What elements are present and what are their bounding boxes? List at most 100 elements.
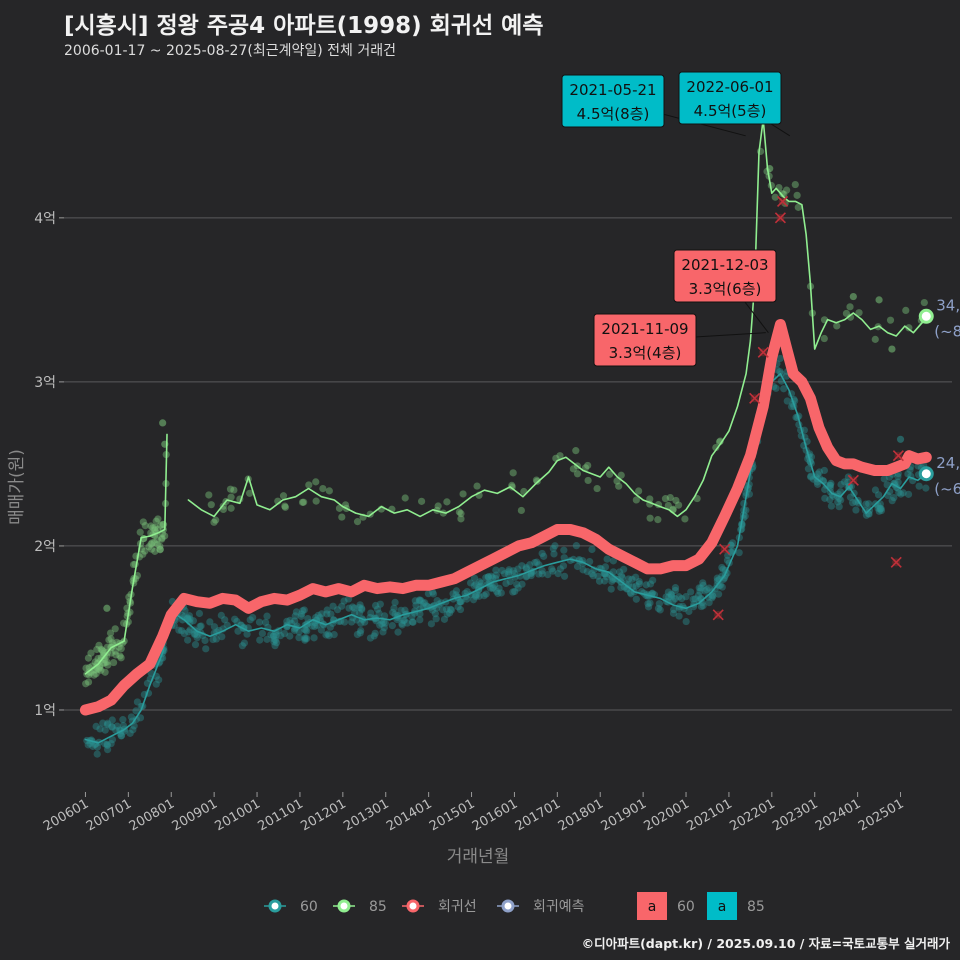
data-point-60 (329, 602, 337, 610)
x-tick-label: 201201 (298, 796, 348, 834)
data-point-60 (92, 722, 100, 731)
x-tick-label: 201701 (513, 796, 563, 834)
data-point-60 (635, 577, 643, 586)
data-point-60 (783, 397, 791, 405)
data-point-60 (646, 580, 655, 588)
data-point-85 (581, 464, 590, 472)
data-point-60 (443, 610, 451, 618)
data-point-60 (827, 502, 836, 510)
data-point-85 (556, 452, 564, 460)
outlier-cross (776, 195, 789, 208)
legend-item: 회귀예측 (497, 899, 585, 915)
data-point-60 (876, 505, 884, 513)
data-point-60 (814, 480, 822, 488)
data-point-60 (417, 597, 425, 605)
data-point-60 (262, 618, 270, 627)
data-point-60 (890, 494, 898, 502)
data-point-85 (675, 501, 683, 509)
data-point-85 (102, 652, 111, 660)
data-point-85 (97, 645, 105, 653)
data-point-60 (482, 590, 490, 598)
data-point-60 (347, 618, 356, 626)
data-point-60 (675, 612, 683, 620)
x-tick-label: 201501 (427, 796, 477, 834)
data-point-60 (668, 591, 676, 599)
data-point-60 (217, 611, 225, 619)
data-point-85 (94, 654, 102, 663)
data-point-60 (178, 627, 186, 635)
data-point-60 (877, 505, 885, 513)
outlier-markers (712, 195, 904, 621)
callout-price: 4.5억(8층) (577, 105, 650, 123)
data-point-85 (508, 483, 516, 491)
data-point-60 (108, 723, 116, 731)
callout-date: 2021-11-09 (601, 320, 688, 338)
data-point-60 (695, 597, 703, 605)
data-point-60 (470, 582, 478, 590)
data-point-60 (454, 603, 462, 611)
outlier-marker (892, 450, 904, 462)
data-point-60 (258, 629, 266, 638)
data-point-85 (97, 654, 105, 662)
data-point-60 (255, 618, 264, 626)
data-point-85 (99, 659, 108, 667)
data-point-60 (133, 698, 142, 706)
data-point-60 (129, 726, 137, 734)
data-point-60 (276, 632, 285, 640)
data-point-60 (113, 722, 121, 730)
data-point-85 (103, 658, 111, 666)
data-point-85 (846, 313, 855, 321)
data-point-60 (535, 570, 543, 578)
data-point-60 (117, 732, 125, 740)
data-point-60 (270, 632, 278, 640)
data-point-85 (103, 604, 111, 612)
data-point-60 (103, 741, 111, 749)
data-point-60 (482, 574, 490, 582)
x-tick-label: 202301 (770, 796, 820, 834)
data-point-85 (846, 303, 854, 311)
data-point-85 (154, 515, 162, 523)
data-point-85 (149, 524, 157, 532)
data-point-60 (379, 618, 388, 627)
data-point-60 (894, 478, 902, 486)
data-point-60 (104, 721, 112, 729)
data-point-60 (286, 616, 294, 624)
data-point-60 (317, 626, 325, 634)
data-point-85 (606, 470, 614, 478)
data-point-85 (457, 515, 465, 523)
data-point-85 (842, 309, 851, 318)
data-point-60 (735, 549, 743, 557)
data-point-85 (325, 487, 333, 495)
data-point-60 (560, 546, 568, 554)
data-point-60 (554, 569, 562, 578)
data-point-60 (514, 584, 522, 592)
data-point-60 (376, 600, 384, 608)
legend-marker (337, 899, 351, 913)
data-point-85 (153, 536, 161, 544)
data-point-60 (295, 634, 303, 642)
data-point-60 (476, 578, 484, 586)
data-point-60 (119, 721, 128, 730)
x-tick-label: 200801 (127, 796, 177, 834)
data-point-60 (457, 598, 465, 606)
data-point-85 (298, 498, 307, 506)
data-point-60 (487, 572, 495, 580)
data-point-60 (233, 617, 241, 626)
data-point-60 (340, 618, 349, 626)
legend-box-glyph: a (648, 899, 657, 915)
data-point-60 (720, 574, 729, 582)
data-point-60 (589, 572, 597, 580)
x-tick-label: 202401 (813, 796, 863, 834)
data-point-60 (397, 606, 405, 614)
data-point-60 (300, 625, 309, 633)
data-point-85 (434, 502, 442, 510)
data-point-60 (466, 579, 475, 587)
chart-subtitle: 2006-01-17 ~ 2025-08-27(최근계약일) 전체 거래건 (64, 43, 396, 59)
data-point-60 (196, 622, 204, 631)
data-point-60 (269, 632, 277, 640)
data-point-85 (459, 490, 467, 498)
data-point-60 (500, 570, 509, 578)
data-point-85 (338, 513, 346, 521)
data-point-60 (271, 642, 279, 650)
data-point-60 (594, 572, 602, 580)
